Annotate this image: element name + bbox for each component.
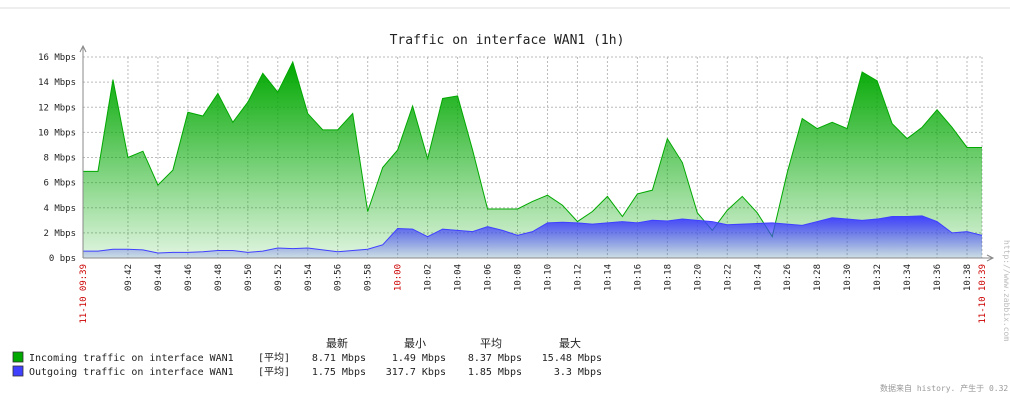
x-axis-arrow bbox=[986, 254, 995, 262]
x-tick-label: 10:26 bbox=[783, 264, 793, 291]
legend-stat: 8.71 Mbps bbox=[312, 353, 366, 364]
y-tick-label: 6 Mbps bbox=[43, 179, 76, 189]
x-tick-label: 10:20 bbox=[693, 264, 703, 291]
x-tick-label: 09:54 bbox=[304, 264, 314, 291]
chart-title: Traffic on interface WAN1 (1h) bbox=[390, 33, 625, 48]
y-tick-label: 4 Mbps bbox=[43, 204, 76, 214]
legend-stat: 15.48 Mbps bbox=[542, 353, 602, 364]
x-tick-label: 09:44 bbox=[154, 264, 164, 291]
legend-label: Incoming traffic on interface WAN1 bbox=[29, 353, 234, 364]
x-tick-label: 10:12 bbox=[573, 264, 583, 291]
x-tick-label: 10:04 bbox=[454, 264, 464, 291]
x-tick-label: 09:58 bbox=[364, 264, 374, 291]
legend-stat: 317.7 Kbps bbox=[386, 367, 446, 378]
legend-function: [平均] bbox=[258, 352, 290, 364]
x-tick-label: 10:18 bbox=[663, 264, 673, 291]
x-tick-label: 10:02 bbox=[424, 264, 434, 291]
x-tick-label: 10:32 bbox=[873, 264, 883, 291]
legend-stat: 8.37 Mbps bbox=[468, 353, 522, 364]
y-tick-label: 12 Mbps bbox=[38, 103, 76, 113]
x-tick-label: 09:48 bbox=[214, 264, 224, 291]
y-tick-label: 14 Mbps bbox=[38, 78, 76, 88]
x-tick-label: 10:06 bbox=[484, 264, 494, 291]
legend-header: 平均 bbox=[480, 337, 502, 350]
legend-stat: 1.75 Mbps bbox=[312, 367, 366, 378]
x-tick-label: 09:42 bbox=[124, 264, 134, 291]
side-text: http://www.zabbix.com bbox=[1002, 240, 1010, 341]
y-tick-label: 10 Mbps bbox=[38, 128, 76, 138]
x-tick-label: 10:10 bbox=[543, 264, 553, 291]
y-tick-label: 16 Mbps bbox=[38, 53, 76, 63]
x-tick-label: 11-10 09:39 bbox=[79, 264, 89, 324]
x-tick-label: 10:36 bbox=[933, 264, 943, 291]
x-tick-label: 10:30 bbox=[843, 264, 853, 291]
legend-header: 最小 bbox=[404, 337, 426, 350]
x-tick-label: 11-10 10:39 bbox=[978, 264, 988, 324]
legend-stat: 1.85 Mbps bbox=[468, 367, 522, 378]
x-tick-label: 09:50 bbox=[244, 264, 254, 291]
y-tick-label: 0 bps bbox=[49, 254, 76, 264]
x-tick-label: 10:14 bbox=[603, 264, 613, 291]
x-tick-label: 10:22 bbox=[723, 264, 733, 291]
line bbox=[83, 215, 983, 254]
legend-swatch bbox=[12, 351, 24, 363]
x-tick-label: 09:52 bbox=[274, 264, 284, 291]
y-axis-arrow bbox=[79, 44, 87, 53]
x-tick-label: 10:24 bbox=[753, 264, 763, 291]
legend-label: Outgoing traffic on interface WAN1 bbox=[29, 367, 234, 378]
area bbox=[83, 215, 982, 258]
legend-header: 最大 bbox=[559, 336, 581, 350]
x-tick-label: 10:38 bbox=[963, 264, 973, 291]
legend-function: [平均] bbox=[258, 366, 290, 378]
x-tick-label: 10:16 bbox=[633, 264, 643, 291]
area bbox=[83, 62, 982, 259]
x-tick-label: 09:56 bbox=[334, 264, 344, 291]
line bbox=[83, 60, 982, 238]
legend-stat: 3.3 Mbps bbox=[554, 367, 602, 378]
y-tick-label: 8 Mbps bbox=[43, 154, 76, 164]
legend-header: 最新 bbox=[326, 336, 348, 350]
legend-swatch bbox=[12, 365, 24, 377]
x-tick-label: 10:08 bbox=[514, 264, 524, 291]
x-tick-label: 10:28 bbox=[813, 264, 823, 291]
x-tick-label: 10:34 bbox=[903, 264, 913, 291]
footer: 数据来自 history. 产生于 0.32 秒. bbox=[880, 383, 1010, 393]
x-tick-label: 10:00 bbox=[394, 264, 404, 291]
y-tick-label: 2 Mbps bbox=[43, 229, 76, 239]
legend-stat: 1.49 Mbps bbox=[392, 353, 446, 364]
x-tick-label: 09:46 bbox=[184, 264, 194, 291]
